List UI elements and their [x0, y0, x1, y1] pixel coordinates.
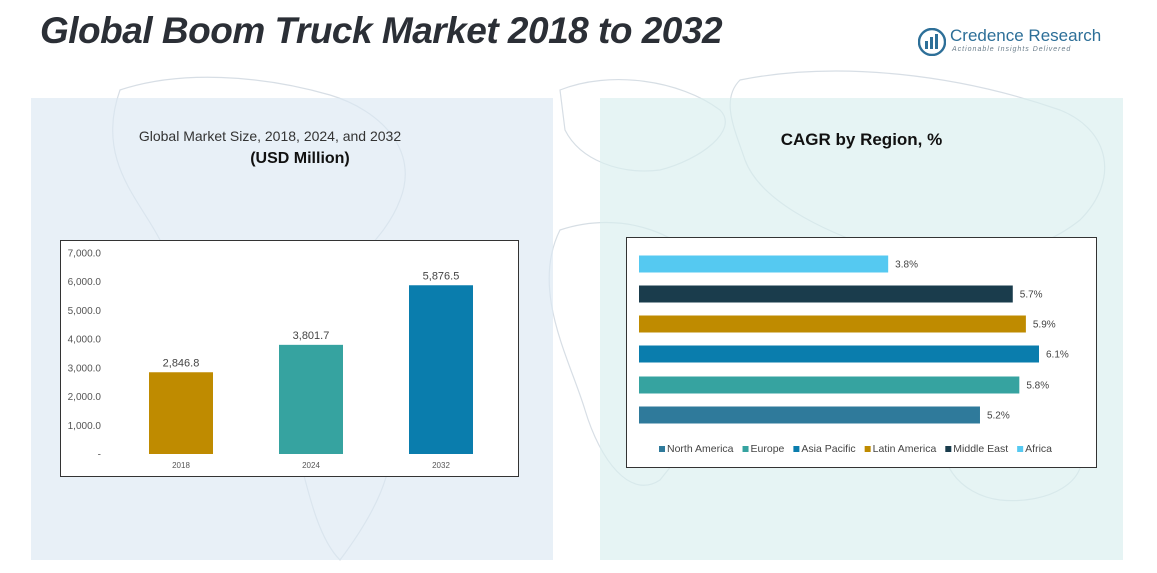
- bar-2024: [279, 344, 343, 454]
- y-tick-label: 4,000.0: [68, 335, 102, 346]
- y-tick-label: 2,000.0: [68, 392, 102, 403]
- x-tick-label: 2032: [432, 461, 450, 470]
- logo-tagline: Actionable Insights Delivered: [952, 46, 1072, 53]
- hbar-value-label: 5.7%: [1020, 290, 1043, 301]
- hbar-value-label: 5.8%: [1026, 381, 1049, 392]
- y-tick-label: 3,000.0: [68, 363, 102, 374]
- y-tick-label: 5,000.0: [68, 306, 102, 317]
- hbar-middle-east: [639, 285, 1013, 303]
- hbar-value-label: 5.9%: [1033, 320, 1056, 331]
- hbar-value-label: 5.2%: [987, 411, 1010, 422]
- market-size-chart-title: Global Market Size, 2018, 2024, and 2032: [138, 128, 402, 144]
- y-tick-label: 1,000.0: [68, 421, 102, 432]
- bar-value-label: 2,846.8: [163, 357, 200, 369]
- hbar-asia-pacific: [639, 345, 1039, 363]
- y-tick-label: -: [98, 450, 101, 461]
- legend-swatch: [742, 446, 749, 452]
- y-tick-label: 7,000.0: [68, 249, 102, 260]
- hbar-value-label: 6.1%: [1046, 350, 1069, 361]
- market-size-bar-chart: - 1,000.0 2,000.0 3,000.0 4,000.0 5,000.0 6,00…: [60, 240, 519, 477]
- legend-swatch: [659, 446, 665, 452]
- hbar-north-america: [639, 406, 980, 424]
- bar-2018: [149, 372, 213, 454]
- legend-label: Latin America: [873, 443, 937, 455]
- credence-logo-icon: [918, 28, 946, 56]
- cagr-bar-chart: 5.2% 5.8% 6.1% 5.9% 5.7% 3.8% North America Eu…: [626, 237, 1097, 468]
- hbar-latin-america: [639, 315, 1026, 333]
- legend-swatch: [864, 446, 871, 452]
- brand-logo: Credence Research Actionable Insights De…: [918, 24, 1108, 60]
- legend-label: Asia Pacific: [801, 443, 855, 455]
- legend-swatch: [1017, 446, 1024, 452]
- legend-label: Africa: [1025, 443, 1052, 455]
- bar-value-label: 3,801.7: [293, 330, 330, 342]
- bar-value-label: 5,876.5: [423, 270, 460, 282]
- legend-label: North America: [667, 443, 734, 455]
- cagr-chart-title: CAGR by Region, %: [780, 130, 943, 149]
- hbar-africa: [639, 255, 889, 273]
- legend-swatch: [945, 446, 952, 452]
- legend-label: Middle East: [953, 443, 1008, 455]
- hbar-europe: [639, 376, 1020, 394]
- legend-swatch: [793, 446, 800, 452]
- legend-label: Europe: [751, 443, 785, 455]
- x-tick-label: 2024: [302, 461, 320, 470]
- x-tick-label: 2018: [172, 461, 190, 470]
- y-tick-label: 6,000.0: [68, 277, 102, 288]
- hbar-value-label: 3.8%: [895, 260, 918, 271]
- page-title: Global Boom Truck Market 2018 to 2032: [40, 10, 723, 51]
- market-size-chart-unit: (USD Million): [250, 150, 350, 167]
- logo-name: Credence Research: [950, 26, 1102, 45]
- bar-2032: [409, 285, 473, 454]
